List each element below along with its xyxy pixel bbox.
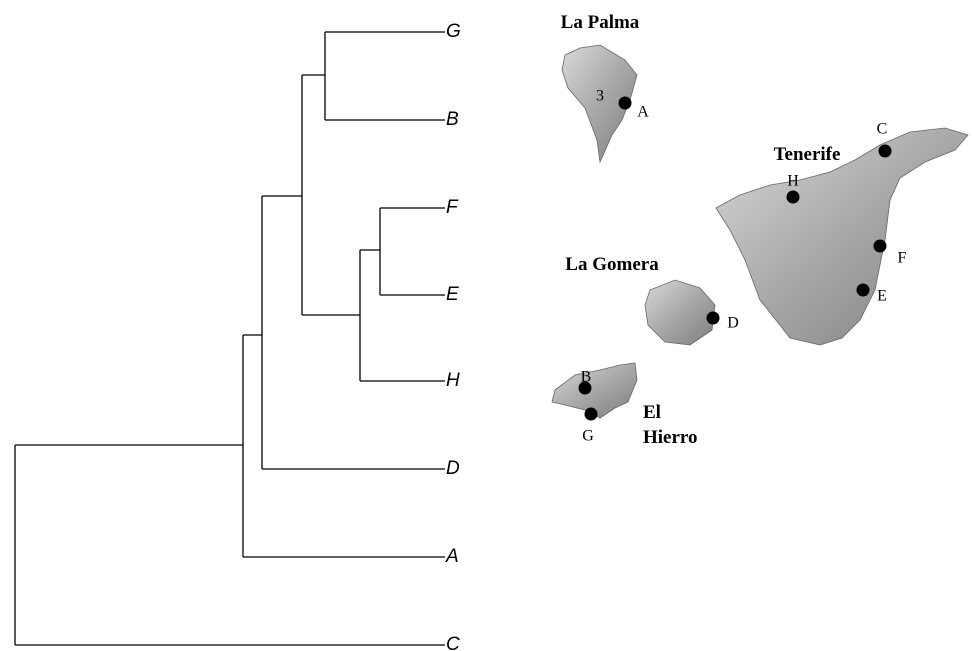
site-label: 3: [596, 88, 604, 105]
site-label: F: [898, 250, 907, 267]
site-dot: [619, 97, 632, 110]
site-dot: [707, 312, 720, 325]
island-tenerife: [716, 128, 968, 345]
leaf-label: E: [446, 284, 459, 305]
island-label: Tenerife: [774, 144, 841, 165]
site-label: D: [727, 315, 739, 332]
site-label: H: [787, 173, 799, 190]
site-label: A: [637, 104, 649, 121]
site-dot: [787, 191, 800, 204]
leaf-label: C: [446, 634, 460, 651]
island-label: La Gomera: [565, 254, 659, 275]
site-label: E: [877, 288, 887, 305]
page: {"dendrogram": {"leaves": ["G", "B", "F"…: [0, 0, 972, 651]
site-dot: [585, 408, 598, 421]
island-label: La Palma: [561, 12, 640, 33]
site-dot: [879, 145, 892, 158]
leaf-label: B: [446, 109, 459, 130]
leaf-label: H: [446, 370, 460, 391]
site-label: G: [582, 428, 594, 445]
site-dot: [874, 240, 887, 253]
leaf-label: F: [446, 197, 459, 218]
island-label: Hierro: [643, 427, 698, 448]
leaf-label: D: [446, 458, 460, 479]
leaf-label: G: [446, 21, 461, 42]
map: [552, 45, 968, 418]
island-la-gomera: [645, 280, 715, 345]
site-label: C: [877, 121, 888, 138]
leaf-label: A: [445, 546, 459, 567]
figure: G B F E H D A C La Palma Tenerife La Gomera El Hierr…: [0, 0, 972, 651]
island-label: El: [643, 402, 661, 423]
site-dot: [857, 284, 870, 297]
site-label: B: [581, 369, 592, 386]
dendrogram: [15, 32, 445, 645]
